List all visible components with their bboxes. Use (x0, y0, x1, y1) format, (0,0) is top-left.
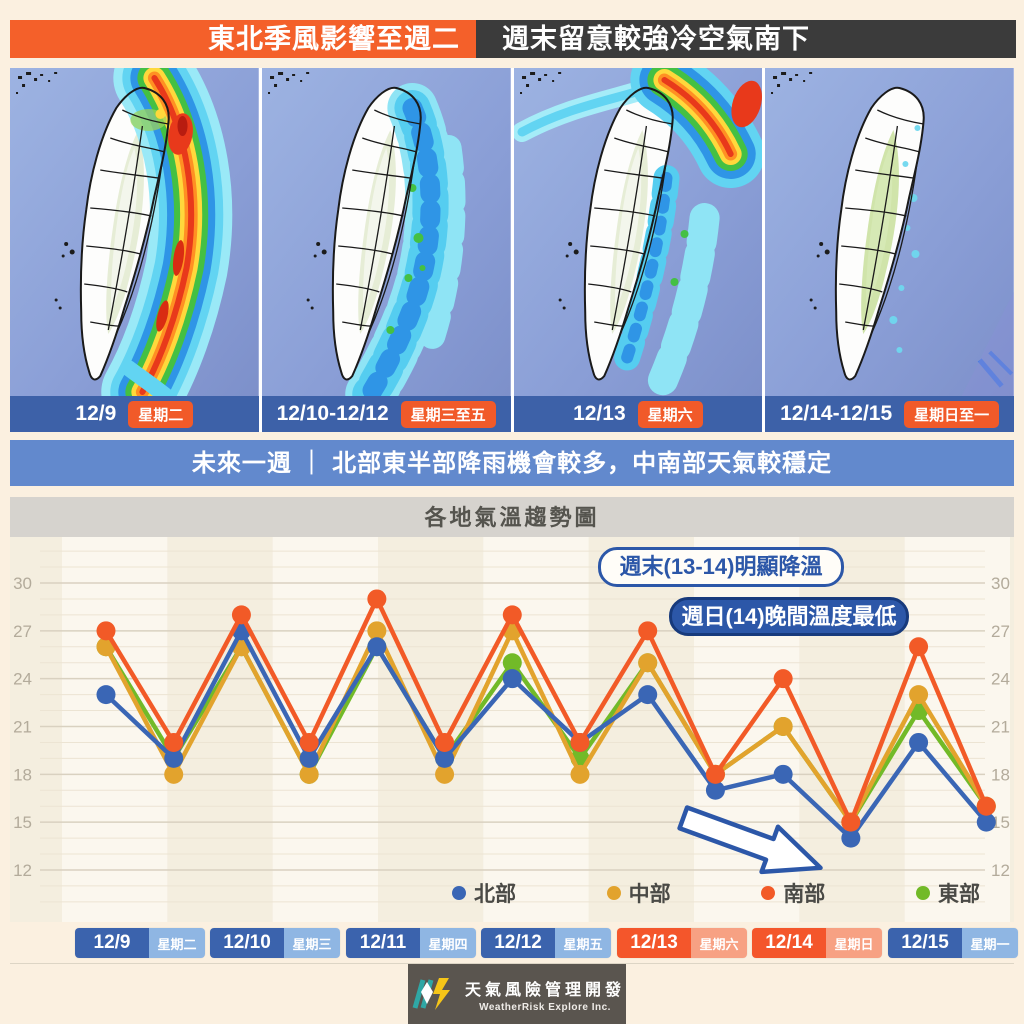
chart-legend: 北部 中部 南部 東部 (452, 878, 980, 908)
legend-label: 北部 (474, 883, 516, 906)
map-date-bar: 12/10-12/12 星期三至五 (261, 396, 511, 432)
svg-text:27: 27 (13, 622, 32, 641)
map-panel-1214-1215: 12/14-12/15 星期日至一 (765, 68, 1014, 432)
legend-label: 南部 (783, 883, 826, 906)
company-name-en: WeatherRisk Explore Inc. (479, 1001, 611, 1013)
axis-date-pill-1209: 12/9 星期二 (75, 928, 205, 958)
map-date-bar: 12/13 星期六 (513, 396, 763, 432)
svg-text:21: 21 (13, 717, 32, 736)
axis-weekday: 星期六 (691, 928, 747, 958)
temperature-trend-chart: 12 12 15 15 18 18 21 21 24 24 27 27 30 30 (10, 537, 1014, 922)
svg-text:12: 12 (991, 861, 1010, 880)
map-date: 12/9 (75, 402, 117, 425)
rain-speckles-east (345, 83, 466, 396)
axis-date-pill-1212: 12/12 星期五 (481, 928, 611, 958)
precip-map-1209 (10, 68, 259, 396)
axis-date: 12/13 (617, 928, 691, 958)
svg-text:24: 24 (13, 670, 32, 689)
map-weekday-badge: 星期日至一 (904, 400, 1000, 428)
svg-text:21: 21 (991, 717, 1010, 736)
plot-stripes (10, 537, 1014, 922)
axis-weekday: 星期五 (555, 928, 611, 958)
legend-item-north: 北部 (452, 878, 516, 908)
legend-item-east: 東部 (915, 878, 980, 908)
axis-weekday: 星期二 (149, 928, 205, 958)
annotation-sunday-lowest: 週日(14)晚間溫度最低 (669, 597, 909, 636)
svg-text:18: 18 (13, 765, 32, 784)
east-series-dot-icon (915, 886, 930, 900)
axis-date: 12/11 (346, 928, 420, 958)
map-date: 12/10-12/12 (276, 402, 389, 425)
axis-weekday: 星期三 (284, 928, 340, 958)
map-panel-1210-1212: 12/10-12/12 星期三至五 (261, 68, 511, 432)
map-weekday-badge: 星期六 (637, 400, 703, 428)
sea-purple-corner (961, 292, 1014, 396)
axis-date-pill-1211: 12/11 星期四 (346, 928, 476, 958)
weatherrisk-logo-icon (412, 978, 450, 1010)
sea-streaks-southeast (977, 350, 1014, 388)
forecast-maps-row: 12/9 星期二 12/10-1 (10, 68, 1014, 432)
map-weekday-badge: 星期三至五 (400, 400, 496, 428)
svg-text:15: 15 (13, 813, 32, 832)
axis-date-pill-1214: 12/14 星期日 (752, 928, 882, 958)
weekly-summary-banner: 未來一週 ｜ 北部東半部降雨機會較多，中南部天氣較穩定 (10, 440, 1014, 486)
svg-text:15: 15 (991, 813, 1010, 832)
map-date-bar: 12/14-12/15 星期日至一 (765, 396, 1014, 432)
map-weekday-badge: 星期二 (128, 400, 194, 428)
company-name-zh: 天氣風險管理開發 (464, 981, 625, 999)
cooling-arrow-icon (677, 805, 823, 875)
map-date: 12/13 (573, 402, 626, 425)
header-left-title: 東北季風影響至週二 (10, 20, 476, 58)
footer-company: 天氣風險管理開發 WeatherRisk Explore Inc. (465, 976, 625, 1013)
precip-map-1210-1212 (261, 68, 511, 396)
rain-red-corner (669, 80, 762, 286)
axis-date: 12/14 (752, 928, 826, 958)
precip-map-1213 (513, 68, 763, 396)
axis-weekday: 星期日 (826, 928, 882, 958)
axis-date-pill-1215: 12/15 星期一 (888, 928, 1018, 958)
map-date: 12/14-12/15 (780, 402, 893, 425)
map-panel-1213: 12/13 星期六 (513, 68, 763, 432)
central-series-dot-icon (606, 886, 621, 900)
svg-text:24: 24 (991, 670, 1010, 689)
axis-date: 12/9 (75, 928, 149, 958)
legend-label: 東部 (937, 883, 980, 906)
legend-item-south: 南部 (761, 878, 825, 908)
light-shower-dots (889, 125, 921, 353)
axis-date: 12/10 (210, 928, 284, 958)
annotation-weekend-cooling: 週末(13-14)明顯降溫 (598, 547, 844, 587)
svg-text:18: 18 (991, 765, 1010, 784)
header-right-title: 週末留意較強冷空氣南下 (476, 20, 1016, 58)
north-series-dot-icon (452, 886, 466, 900)
svg-text:27: 27 (991, 622, 1010, 641)
svg-text:12: 12 (13, 861, 32, 880)
precip-map-1214-1215 (765, 68, 1014, 396)
south-series-dot-icon (761, 886, 776, 900)
legend-label: 中部 (628, 883, 671, 906)
axis-weekday: 星期一 (962, 928, 1018, 958)
chart-title-bar: 各地氣溫趨勢圖 (10, 497, 1014, 537)
legend-item-central: 中部 (606, 878, 671, 908)
map-panel-1209: 12/9 星期二 (10, 68, 259, 432)
svg-text:30: 30 (991, 574, 1010, 593)
svg-text:30: 30 (13, 574, 32, 593)
axis-date: 12/15 (888, 928, 962, 958)
footer-divider (10, 963, 1014, 964)
rain-red-cores (130, 109, 193, 332)
map-date-bar: 12/9 星期二 (10, 396, 259, 432)
footer-brand: 天氣風險管理開發 WeatherRisk Explore Inc. (408, 964, 626, 1024)
axis-weekday: 星期四 (420, 928, 476, 958)
axis-date-pill-1210: 12/10 星期三 (210, 928, 340, 958)
axis-date: 12/12 (481, 928, 555, 958)
axis-date-pill-1213: 12/13 星期六 (617, 928, 747, 958)
rain-northeast-cluster (513, 68, 763, 396)
